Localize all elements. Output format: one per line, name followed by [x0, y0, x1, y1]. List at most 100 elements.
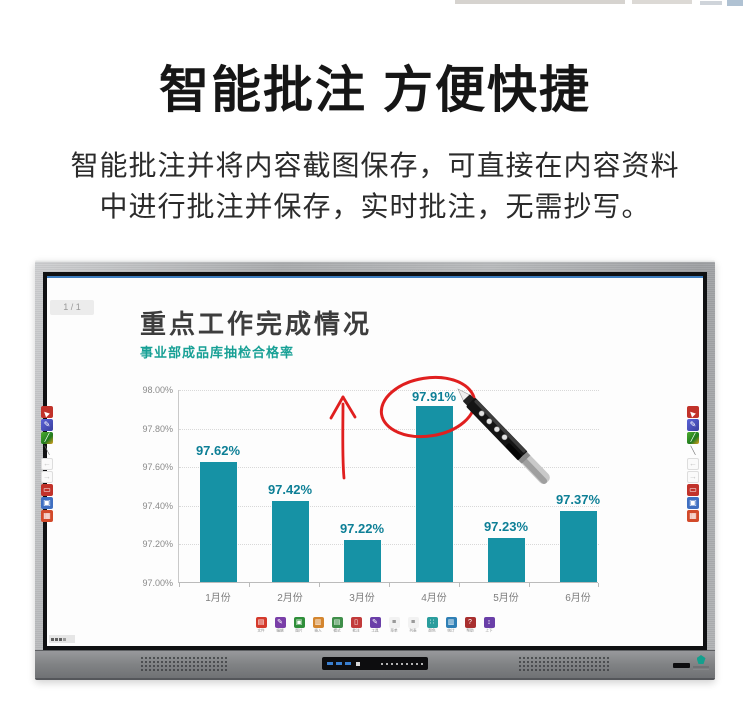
taskbar-item-mode[interactable]: ▤ 模式 — [331, 617, 343, 633]
taskbar-item-list[interactable]: ≡ 列表 — [407, 617, 419, 633]
insert-icon: ▥ — [312, 617, 324, 628]
x-axis-label: 1月份 — [205, 593, 231, 604]
panel-button[interactable] — [421, 662, 423, 665]
panel-button[interactable] — [381, 662, 383, 665]
taskbar-item-tools[interactable]: ✎ 工具 — [369, 617, 381, 633]
touch-screen: 1 / 1 重点工作完成情况 事业部成品库抽检合格率 98.00% 97.80%… — [41, 276, 703, 646]
bar-chart-plot: 98.00% 97.80% 97.60% 97.40% 97.20% 97.00… — [142, 385, 600, 604]
undo-icon[interactable]: ← — [687, 458, 699, 470]
taskbar-item-edit[interactable]: ✎ 编辑 — [274, 617, 286, 633]
select-tool-icon[interactable]: ▶ — [687, 406, 699, 418]
line-tool-icon[interactable]: ╲ — [690, 446, 696, 455]
description-line-1: 智能批注并将内容截图保存，可直接在内容资料 — [70, 150, 680, 181]
right-annotation-toolbar: ▶ ✎ ╱ ╲ ← → ▭ ▣ ▦ — [687, 406, 700, 522]
pen-tool-icon[interactable]: ✎ — [687, 419, 699, 431]
edit-icon: ✎ — [274, 617, 286, 628]
usb-port[interactable] — [327, 662, 333, 665]
gridline — [179, 544, 599, 545]
image-tool-icon[interactable]: ▣ — [41, 497, 53, 509]
move-icon: ↕ — [483, 617, 495, 628]
bar-value-label: 97.22% — [339, 521, 385, 536]
bar-2月份 — [272, 501, 309, 582]
taskbar-item-image[interactable]: ▣ 图片 — [293, 617, 305, 633]
panel-button[interactable] — [386, 662, 388, 665]
taskbar-item-menu[interactable]: ≡ 菜单 — [388, 617, 400, 633]
brush-tool-icon[interactable]: ╱ — [41, 432, 53, 444]
stats-icon: ▥ — [445, 617, 457, 628]
image-icon: ▣ — [293, 617, 305, 628]
annotate-icon: ▯ — [350, 617, 362, 628]
speaker-grille-right — [518, 656, 610, 672]
image-tool-icon[interactable]: ▣ — [687, 497, 699, 509]
panel-button[interactable] — [406, 662, 408, 665]
y-axis-tick: 97.20% — [142, 539, 173, 549]
gridline — [179, 467, 599, 468]
gridline — [179, 506, 599, 507]
y-axis-tick: 97.40% — [142, 501, 173, 511]
eraser-tool-icon[interactable]: ▭ — [687, 484, 699, 496]
taskbar-item-color[interactable]: ∷ 颜色 — [426, 617, 438, 633]
keyboard-tool-icon[interactable]: ▦ — [41, 510, 53, 522]
ir-sensor — [356, 661, 360, 666]
keyboard-tool-icon[interactable]: ▦ — [687, 510, 699, 522]
y-axis-tick: 97.00% — [142, 578, 173, 588]
usb-port[interactable] — [336, 662, 342, 665]
interactive-whiteboard-device: 1 / 1 重点工作完成情况 事业部成品库抽检合格率 98.00% 97.80%… — [35, 260, 715, 680]
bottom-taskbar: ▤ 文件 ✎ 编辑 ▣ 图片 ▥ 插入 ▤ 模式 ▯ 批注 ✎ 工具 ≡ 菜单 ≡ 列表 ∷ 颜色 … — [47, 617, 703, 633]
page-description: 智能批注并将内容截图保存，可直接在内容资料 中进行批注并保存，实时批注，无需抄写… — [0, 145, 750, 227]
taskbar-item-move[interactable]: ↕ 上下 — [483, 617, 495, 633]
usb-port[interactable] — [345, 662, 351, 665]
eraser-tool-icon[interactable]: ▭ — [41, 484, 53, 496]
x-axis-label: 2月份 — [277, 593, 303, 604]
brush-tool-icon[interactable]: ╱ — [687, 432, 699, 444]
bar-1月份 — [200, 462, 237, 582]
description-line-2: 中进行批注并保存，实时批注，无需抄写。 — [99, 191, 651, 222]
y-axis-tick: 97.60% — [142, 462, 173, 472]
pen-tool-icon[interactable]: ✎ — [41, 419, 53, 431]
page-title: 智能批注 方便快捷 — [159, 62, 591, 118]
panel-button[interactable] — [416, 662, 418, 665]
select-tool-icon[interactable]: ▶ — [41, 406, 53, 418]
screen-top-accent-line — [47, 276, 703, 278]
taskbar-item-insert[interactable]: ▥ 插入 — [312, 617, 324, 633]
gridline — [179, 390, 599, 391]
gridline — [179, 429, 599, 430]
page-indicator[interactable]: 1 / 1 — [50, 300, 94, 315]
taskbar-item-help[interactable]: ? 帮助 — [464, 617, 476, 633]
chart-title: 重点工作完成情况 — [140, 309, 373, 339]
cropped-content-remnant — [0, 0, 750, 7]
menu-icon: ≡ — [388, 617, 400, 628]
bar-value-label: 97.62% — [195, 443, 241, 458]
panel-button[interactable] — [396, 662, 398, 665]
left-annotation-toolbar: ▶ ✎ ╱ ╲ ← → ▭ ▣ ▦ — [41, 406, 54, 522]
redo-icon[interactable]: → — [687, 471, 699, 483]
y-axis-tick: 97.80% — [142, 424, 173, 434]
bottom-bezel — [35, 650, 715, 680]
x-axis-label: 6月份 — [565, 593, 591, 604]
screen-frame: 1 / 1 重点工作完成情况 事业部成品库抽检合格率 98.00% 97.80%… — [41, 272, 707, 650]
brand-logo-icon — [696, 655, 706, 664]
line-tool-icon[interactable]: ╲ — [44, 446, 50, 455]
panel-button[interactable] — [411, 662, 413, 665]
x-axis-label: 5月份 — [493, 593, 519, 604]
mode-icon: ▤ — [331, 617, 343, 628]
bar-value-label: 97.23% — [483, 519, 529, 534]
color-icon: ∷ — [426, 617, 438, 628]
taskbar-item-file[interactable]: ▤ 文件 — [255, 617, 267, 633]
bar-3月份 — [344, 540, 381, 582]
taskbar-item-stats[interactable]: ▥ 统计 — [445, 617, 457, 633]
panel-button[interactable] — [391, 662, 393, 665]
file-icon: ▤ — [255, 617, 267, 628]
redo-icon[interactable]: → — [41, 471, 53, 483]
list-icon: ≡ — [407, 617, 419, 628]
taskbar-item-annotate[interactable]: ▯ 批注 — [350, 617, 362, 633]
power-button[interactable] — [673, 663, 690, 668]
help-icon: ? — [464, 617, 476, 628]
panel-button[interactable] — [401, 662, 403, 665]
screen-status-widget — [49, 635, 75, 643]
undo-icon[interactable]: ← — [41, 458, 53, 470]
front-control-panel — [322, 657, 428, 670]
bar-value-label: 97.91% — [411, 389, 457, 404]
bar-6月份 — [560, 511, 597, 582]
